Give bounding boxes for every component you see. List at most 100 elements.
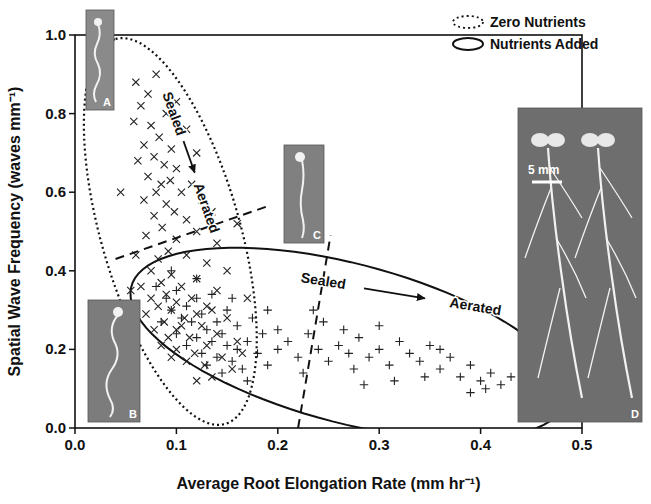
- point: [213, 240, 220, 247]
- point: [168, 307, 175, 314]
- point: [284, 337, 292, 345]
- point: [158, 279, 165, 286]
- point: [147, 267, 154, 274]
- y-tick-label: 0.0: [45, 419, 66, 436]
- point: [446, 353, 454, 361]
- point: [238, 365, 246, 373]
- divider-line: [298, 235, 330, 428]
- point: [178, 283, 185, 290]
- point: [168, 354, 175, 361]
- point: [157, 318, 165, 326]
- point: [163, 200, 170, 207]
- point: [334, 341, 342, 349]
- y-tick-label: 0.6: [45, 183, 66, 200]
- x-tick-label: 0.3: [369, 436, 390, 453]
- point: [203, 326, 211, 334]
- point: [130, 118, 137, 125]
- seedling-root: [301, 160, 304, 238]
- y-tick: [69, 113, 75, 115]
- legend-symbol: [453, 38, 483, 50]
- point: [466, 361, 474, 369]
- point: [228, 357, 236, 365]
- point: [150, 153, 157, 160]
- point: [223, 341, 231, 349]
- point: [274, 326, 282, 334]
- inset-photo: B: [88, 300, 140, 422]
- point: [263, 306, 271, 314]
- point: [234, 220, 241, 227]
- x-tick-label: 0.4: [470, 436, 492, 453]
- point: [173, 346, 180, 353]
- point: [314, 345, 322, 353]
- point: [203, 342, 210, 349]
- point: [224, 267, 231, 274]
- x-tick: [277, 428, 279, 434]
- point: [203, 361, 211, 369]
- point: [144, 90, 151, 97]
- seedling-root: [548, 148, 582, 398]
- x-axis-title: Average Root Elongation Rate (mm hr⁻¹): [177, 475, 481, 492]
- point: [192, 294, 200, 302]
- point: [208, 337, 216, 345]
- divider-line: [116, 205, 271, 259]
- point: [192, 274, 200, 282]
- point: [263, 361, 271, 369]
- point: [167, 306, 175, 314]
- chart: 0.00.10.20.30.40.50.00.20.40.60.81.0Seal…: [0, 0, 651, 504]
- seedling-leaf: [531, 133, 549, 147]
- point: [507, 373, 515, 381]
- point: [158, 342, 165, 349]
- point: [203, 303, 210, 310]
- point: [375, 322, 383, 330]
- point: [178, 189, 185, 196]
- point: [183, 251, 190, 258]
- legend-label: Zero Nutrients: [490, 14, 586, 30]
- point: [218, 329, 226, 337]
- point: [173, 299, 180, 306]
- point: [165, 248, 172, 255]
- seedling-root: [94, 24, 100, 102]
- point: [134, 157, 141, 164]
- point: [350, 365, 358, 373]
- point: [239, 350, 246, 357]
- point: [385, 361, 393, 369]
- point: [294, 353, 302, 361]
- legend-label: Nutrients Added: [490, 36, 598, 52]
- point: [182, 341, 190, 349]
- panel-letter: B: [129, 408, 137, 420]
- point: [258, 329, 266, 337]
- y-tick: [69, 270, 75, 272]
- point: [192, 333, 200, 341]
- point: [172, 286, 180, 294]
- scale-bar: [532, 181, 562, 184]
- point: [153, 189, 160, 196]
- background: [0, 0, 651, 504]
- point: [198, 349, 206, 357]
- y-axis-title: Spatial Wave Frequency (waves mm⁻¹): [6, 87, 23, 377]
- panel-letter: C: [313, 229, 321, 241]
- point: [140, 196, 147, 203]
- x-tick: [176, 428, 178, 434]
- y-tick-label: 1.0: [45, 26, 66, 43]
- point: [375, 345, 383, 353]
- point: [137, 283, 144, 290]
- point: [365, 353, 373, 361]
- seedling-leaf: [581, 133, 599, 147]
- point: [142, 232, 149, 239]
- y-tick: [69, 349, 75, 351]
- point: [178, 322, 185, 329]
- panel-letter: A: [103, 96, 111, 108]
- point: [248, 314, 256, 322]
- annotation: Sealed: [300, 269, 347, 292]
- point: [155, 255, 162, 262]
- point: [319, 318, 327, 326]
- point: [253, 349, 261, 357]
- point: [182, 302, 190, 310]
- point: [426, 341, 434, 349]
- legend-symbol: [453, 16, 483, 28]
- region-ellipse: [130, 248, 567, 428]
- point: [150, 212, 157, 219]
- point: [183, 358, 190, 365]
- seedling-lateral-root: [525, 168, 586, 378]
- point: [274, 345, 282, 353]
